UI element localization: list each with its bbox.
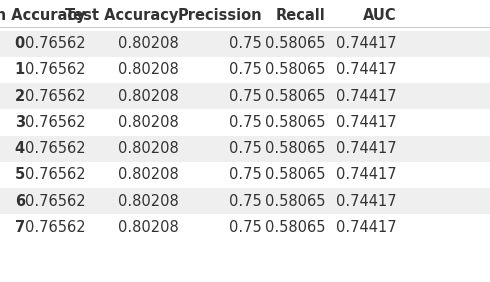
Text: 6: 6 [15,193,25,209]
Text: 2: 2 [15,89,25,104]
Text: 0.80208: 0.80208 [118,167,179,182]
Text: 7: 7 [15,220,25,235]
FancyBboxPatch shape [0,136,490,162]
Text: 0.74417: 0.74417 [336,220,397,235]
Text: 0.76562: 0.76562 [25,167,86,182]
Text: 0.58065: 0.58065 [266,220,326,235]
Text: 0.74417: 0.74417 [336,115,397,130]
Text: Recall: Recall [276,8,326,23]
Text: Test Accuracy: Test Accuracy [66,8,179,23]
Text: AUC: AUC [363,8,397,23]
Text: 0.75: 0.75 [229,115,262,130]
Text: 0.80208: 0.80208 [118,89,179,104]
Text: 0.58065: 0.58065 [266,193,326,209]
FancyBboxPatch shape [0,109,490,136]
Text: 0.80208: 0.80208 [118,115,179,130]
Text: 0.80208: 0.80208 [118,36,179,51]
Text: 0.58065: 0.58065 [266,36,326,51]
Text: 5: 5 [15,167,25,182]
Text: 0.74417: 0.74417 [336,62,397,78]
Text: 0.58065: 0.58065 [266,167,326,182]
Text: 0.75: 0.75 [229,89,262,104]
Text: 0: 0 [15,36,25,51]
FancyBboxPatch shape [0,83,490,109]
Text: 0.74417: 0.74417 [336,141,397,156]
Text: Precission: Precission [177,8,262,23]
Text: 0.76562: 0.76562 [25,89,86,104]
FancyBboxPatch shape [0,214,490,240]
Text: 0.76562: 0.76562 [25,62,86,78]
Text: 0.75: 0.75 [229,62,262,78]
Text: 0.75: 0.75 [229,220,262,235]
Text: 0.76562: 0.76562 [25,141,86,156]
Text: 0.58065: 0.58065 [266,89,326,104]
Text: 0.74417: 0.74417 [336,167,397,182]
Text: 0.76562: 0.76562 [25,36,86,51]
FancyBboxPatch shape [0,2,490,29]
Text: Train Accuracy: Train Accuracy [0,8,86,23]
Text: 0.80208: 0.80208 [118,62,179,78]
Text: 3: 3 [15,115,25,130]
FancyBboxPatch shape [0,162,490,188]
Text: 0.75: 0.75 [229,193,262,209]
Text: 4: 4 [15,141,25,156]
Text: 0.75: 0.75 [229,141,262,156]
FancyBboxPatch shape [0,57,490,83]
Text: 0.74417: 0.74417 [336,36,397,51]
Text: 0.58065: 0.58065 [266,141,326,156]
Text: 0.74417: 0.74417 [336,193,397,209]
Text: 0.80208: 0.80208 [118,193,179,209]
Text: 0.58065: 0.58065 [266,62,326,78]
Text: 0.75: 0.75 [229,36,262,51]
Text: 0.75: 0.75 [229,167,262,182]
Text: 0.74417: 0.74417 [336,89,397,104]
Text: 0.80208: 0.80208 [118,220,179,235]
Text: 0.58065: 0.58065 [266,115,326,130]
Text: 0.76562: 0.76562 [25,193,86,209]
Text: 0.76562: 0.76562 [25,115,86,130]
FancyBboxPatch shape [0,31,490,57]
FancyBboxPatch shape [0,188,490,214]
Text: 0.80208: 0.80208 [118,141,179,156]
Text: 1: 1 [15,62,25,78]
Text: 0.76562: 0.76562 [25,220,86,235]
